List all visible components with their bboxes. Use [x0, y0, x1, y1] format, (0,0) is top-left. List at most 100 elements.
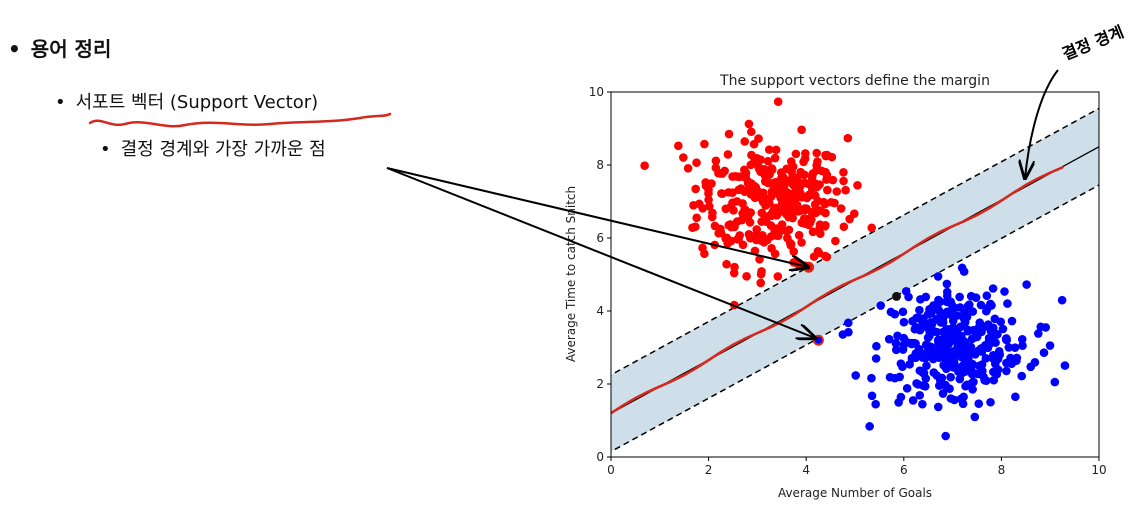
red-data-point	[799, 178, 809, 188]
red-data-point	[767, 209, 777, 218]
red-data-point	[742, 271, 751, 281]
red-data-point	[807, 207, 817, 217]
bullet-level2-text: 서포트 벡터 (Support Vector)	[75, 92, 319, 113]
blue-data-point	[904, 292, 913, 302]
red-data-point	[799, 214, 809, 223]
x-tick-label: 2	[705, 463, 713, 477]
blue-data-point	[1022, 280, 1031, 289]
y-axis-label: Average Time to catch Snitch	[564, 186, 578, 362]
bullet-dot: •	[8, 37, 21, 61]
blue-data-point	[1036, 322, 1046, 332]
blue-data-point	[930, 327, 939, 336]
blue-data-point	[1018, 341, 1027, 350]
red-data-point	[816, 206, 826, 215]
blue-data-point	[911, 322, 921, 332]
blue-data-point	[926, 349, 936, 358]
blue-data-point	[1007, 316, 1017, 326]
blue-data-point	[902, 337, 911, 347]
red-data-point	[789, 247, 799, 256]
red-data-point	[787, 167, 796, 176]
blue-data-point	[973, 326, 982, 335]
blue-data-point	[871, 354, 881, 363]
red-data-point	[796, 188, 805, 198]
x-tick-label: 6	[900, 463, 908, 477]
blue-data-point	[957, 263, 967, 273]
red-data-point	[701, 178, 710, 187]
blue-data-point	[986, 397, 995, 407]
blue-data-point	[898, 345, 908, 354]
y-tick-label: 8	[596, 158, 604, 172]
chart-title: The support vectors define the margin	[719, 73, 990, 89]
red-data-point	[741, 205, 750, 215]
blue-data-point	[916, 295, 925, 304]
red-data-point	[674, 141, 683, 151]
blue-data-point	[942, 291, 952, 301]
margin-lower-line	[611, 184, 1099, 453]
red-data-point	[808, 227, 818, 237]
red-data-point	[744, 230, 754, 239]
blue-data-point	[1010, 343, 1020, 352]
blue-data-point	[922, 361, 931, 371]
x-axis-label: Average Number of Goals	[778, 486, 932, 500]
blue-data-point	[838, 330, 848, 339]
y-tick-label: 4	[596, 304, 604, 318]
red-data-point	[777, 207, 787, 216]
red-data-point	[784, 212, 793, 222]
blue-data-point	[978, 366, 987, 376]
red-data-point	[714, 168, 723, 178]
red-data-point	[812, 161, 821, 170]
red-data-point	[853, 181, 862, 190]
red-data-point	[839, 222, 849, 232]
red-data-point	[756, 236, 766, 245]
blue-data-point	[982, 291, 992, 300]
blue-data-point	[942, 335, 951, 344]
red-data-point	[740, 137, 749, 146]
red-data-point	[749, 139, 759, 149]
y-tick-label: 0	[596, 450, 604, 464]
blue-data-point	[918, 399, 927, 409]
red-data-point	[770, 249, 780, 259]
blue-data-point	[1000, 287, 1009, 296]
blue-data-point	[898, 307, 908, 317]
blue-data-point	[963, 326, 973, 336]
bullet-dot: •	[55, 92, 66, 113]
red-data-point	[764, 145, 774, 154]
red-data-point	[786, 157, 796, 166]
red-data-point	[791, 149, 801, 159]
bullet-level3: • 결정 경계와 가장 가까운 점	[100, 135, 326, 161]
red-data-point	[763, 156, 773, 166]
red-data-point	[692, 213, 701, 223]
red-data-point	[776, 224, 786, 233]
blue-data-point	[942, 383, 952, 392]
blue-data-point	[1001, 335, 1011, 344]
blue-data-point	[872, 341, 881, 351]
red-data-point	[729, 206, 738, 215]
red-data-point	[760, 171, 770, 180]
blue-data-point	[899, 317, 909, 327]
blue-data-point	[966, 364, 975, 374]
red-data-point	[826, 197, 836, 207]
handwritten-note: 결정 경계	[1060, 22, 1127, 64]
red-data-point	[817, 166, 827, 176]
blue-data-point	[1004, 343, 1014, 352]
blue-data-point	[1006, 353, 1015, 363]
blue-data-point	[1003, 299, 1012, 308]
red-data-point	[723, 150, 733, 159]
red-data-point	[841, 185, 850, 195]
blue-data-point	[975, 318, 985, 327]
red-data-point	[740, 165, 749, 175]
blue-data-point	[959, 392, 968, 402]
red-data-point	[867, 223, 877, 233]
blue-data-point	[957, 369, 966, 378]
support-vector-point	[891, 291, 901, 301]
blue-data-point	[1017, 371, 1027, 381]
red-data-point	[704, 195, 713, 205]
blue-data-point	[981, 354, 991, 363]
red-data-point	[815, 229, 825, 239]
red-data-point	[741, 172, 751, 181]
red-data-point	[732, 217, 742, 226]
blue-data-point	[1002, 366, 1011, 376]
bullet-level2: • 서포트 벡터 (Support Vector)	[55, 88, 318, 114]
red-data-point	[755, 165, 764, 174]
red-data-point	[813, 196, 823, 206]
